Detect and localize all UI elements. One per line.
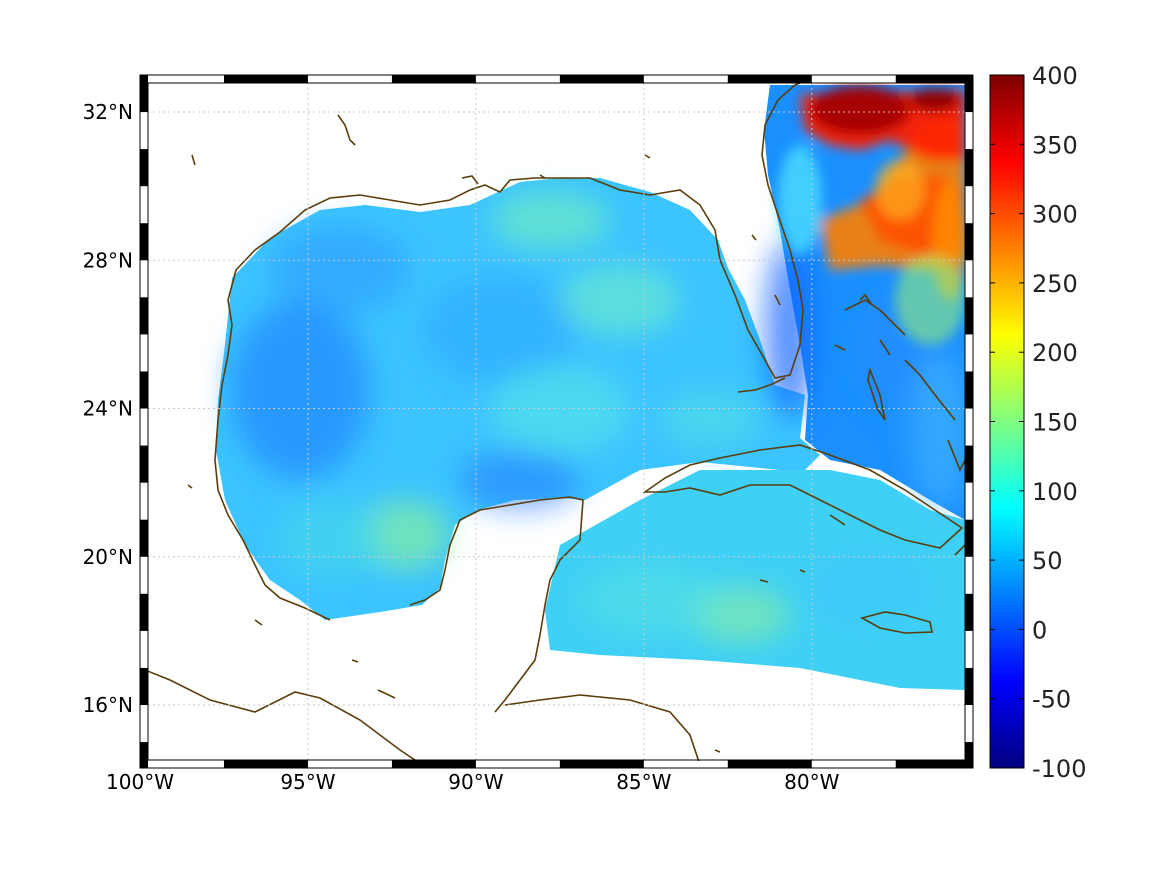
frame-bar-right-18 xyxy=(965,742,973,768)
frame-bar-right-16 xyxy=(965,667,973,705)
x-tick-label-0: 100°W xyxy=(106,770,174,794)
colorbar-tick-label-10: -100 xyxy=(1032,755,1086,783)
frame-bar-left-14 xyxy=(140,593,148,631)
frame-bar-bottom-5 xyxy=(559,760,644,768)
colorbar-ticks: 400 350 300 250 200 150 100 50 0 -50 -100 xyxy=(990,62,1086,783)
colorbar-tick-label-9: -50 xyxy=(1032,686,1071,714)
yucatan-coastline xyxy=(409,496,584,713)
colorbar-tick-label-8: 0 xyxy=(1032,616,1047,644)
cuba-coastline xyxy=(642,444,964,549)
frame-bar-top-9 xyxy=(895,75,973,83)
frame-bar-right-0 xyxy=(965,75,973,113)
data-field xyxy=(216,85,965,690)
frame-bar-left-2 xyxy=(140,149,148,187)
colorbar-tick-label-4: 200 xyxy=(1032,339,1078,367)
colorbar-tick-label-7: 50 xyxy=(1032,547,1063,575)
colorbar: 400 350 300 250 200 150 100 50 0 -50 -100 xyxy=(989,62,1086,783)
x-tick-labels: 100°W 95°W 90°W 85°W 80°W xyxy=(106,770,840,794)
colorbar-tick-label-2: 300 xyxy=(1032,201,1078,229)
colorbar-gradient xyxy=(989,74,1025,769)
colorbar-tick-label-1: 350 xyxy=(1032,131,1078,159)
x-tick-label-2: 90°W xyxy=(448,770,503,794)
frame-bar-bottom-1 xyxy=(223,760,308,768)
y-tick-label-4: 16°N xyxy=(83,693,133,717)
frame-bar-left-12 xyxy=(140,519,148,557)
frame-bar-top-7 xyxy=(727,75,812,83)
y-tick-label-2: 24°N xyxy=(83,397,133,421)
frame-bar-right-14 xyxy=(965,593,973,631)
florida-keys-coastline xyxy=(737,377,786,393)
colorbar-tick-label-3: 250 xyxy=(1032,270,1078,298)
y-tick-label-1: 28°N xyxy=(83,248,133,272)
frame-bar-right-2 xyxy=(965,149,973,187)
frame-bar-left-8 xyxy=(140,371,148,409)
frame-bar-bottom-9 xyxy=(895,760,973,768)
frame-inner xyxy=(147,82,966,761)
x-tick-label-3: 85°W xyxy=(616,770,671,794)
honduras-coastline xyxy=(504,694,700,761)
gulf-coastline xyxy=(214,83,804,621)
x-tick-label-4: 80°W xyxy=(784,770,839,794)
frame-bar-top-5 xyxy=(559,75,644,83)
y-tick-labels: 32°N 28°N 24°N 20°N 16°N xyxy=(83,100,133,717)
grid-lines xyxy=(139,83,965,760)
colorbar-tick-label-6: 100 xyxy=(1032,478,1078,506)
small-islands xyxy=(187,114,846,753)
frame-bar-left-4 xyxy=(140,223,148,261)
frame-bar-left-16 xyxy=(140,667,148,705)
frame-bar-top-3 xyxy=(391,75,476,83)
frame-bar-left-18 xyxy=(140,742,148,768)
coastlines xyxy=(148,83,965,761)
frame-bar-right-12 xyxy=(965,519,973,557)
frame-bar-left-6 xyxy=(140,297,148,335)
x-tick-label-1: 95°W xyxy=(280,770,335,794)
frame-bar-right-4 xyxy=(965,223,973,261)
central-america-coastline xyxy=(148,670,418,761)
frame-bar-right-10 xyxy=(965,445,973,483)
colorbar-tick-label-0: 400 xyxy=(1032,62,1078,90)
frame-bar-right-6 xyxy=(965,297,973,335)
frame-bar-bottom-7 xyxy=(727,760,812,768)
y-tick-label-3: 20°N xyxy=(83,545,133,569)
jamaica-coastline xyxy=(859,611,933,634)
frame-outer xyxy=(139,74,974,769)
map-frame xyxy=(139,74,974,769)
frame-bar-left-10 xyxy=(140,445,148,483)
hispaniola-coastline xyxy=(947,439,965,556)
frame-bar-top-1 xyxy=(223,75,308,83)
frame-bar-left-0 xyxy=(140,75,148,113)
frame-bar-bottom-3 xyxy=(391,760,476,768)
colorbar-tick-label-5: 150 xyxy=(1032,409,1078,437)
y-tick-label-0: 32°N xyxy=(83,100,133,124)
bahamas-coastline xyxy=(834,293,956,421)
frame-bar-right-8 xyxy=(965,371,973,409)
